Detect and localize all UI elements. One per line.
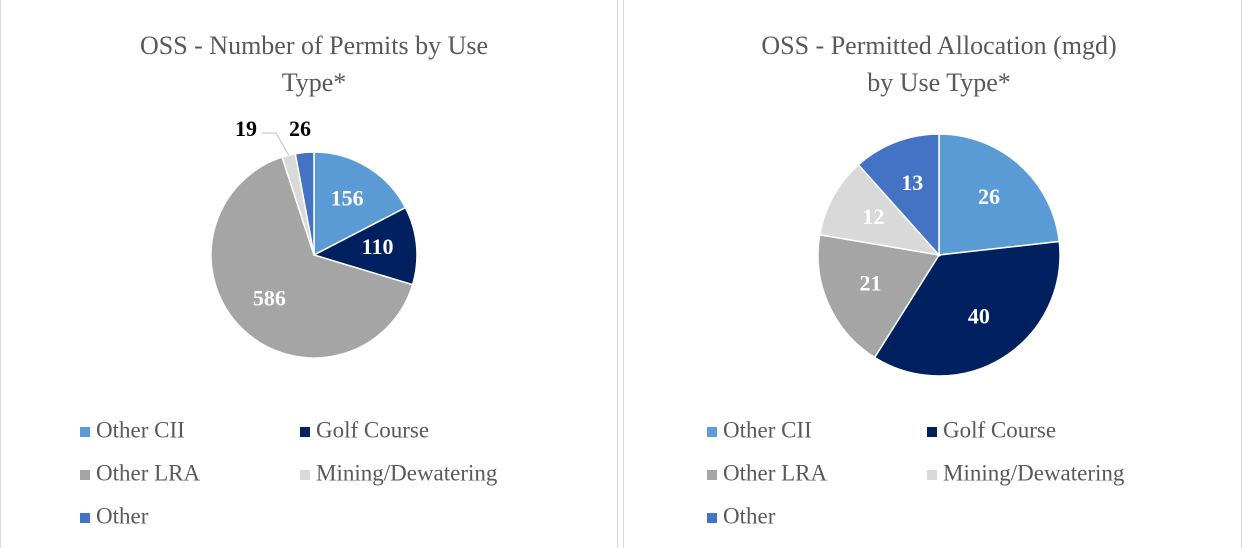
chart-title: OSS - Permitted Allocation (mgd)	[761, 31, 1116, 60]
legend-swatch	[707, 427, 717, 437]
legend-swatch	[927, 470, 937, 480]
chart-title: OSS - Number of Permits by Use	[140, 31, 488, 60]
pie-slice	[817, 233, 941, 359]
legend-swatch	[300, 427, 310, 437]
leader-line	[262, 132, 290, 156]
legend-swatch	[80, 427, 90, 437]
legend-label: Other	[723, 503, 776, 528]
legend-swatch	[707, 513, 717, 523]
legend-label: Golf Course	[943, 417, 1056, 442]
legend-swatch	[300, 470, 310, 480]
legend-label: Other LRA	[723, 460, 828, 485]
data-label: 21	[860, 271, 882, 296]
legend-swatch	[80, 470, 90, 480]
chart-title: by Use Type*	[867, 68, 1011, 97]
pie-slice	[312, 206, 418, 286]
legend-label: Golf Course	[316, 417, 429, 442]
data-label: 40	[968, 304, 990, 329]
pie-slice	[873, 240, 1061, 377]
data-label: 586	[253, 286, 286, 311]
legend-label: Mining/Dewatering	[316, 460, 498, 485]
legend-label: Other LRA	[96, 460, 201, 485]
data-label: 13	[901, 170, 923, 195]
chart-title: Type*	[282, 68, 347, 97]
legend-swatch	[707, 470, 717, 480]
legend-label: Mining/Dewatering	[943, 460, 1125, 485]
pie-slice	[857, 133, 940, 257]
pie-slice	[294, 151, 315, 256]
data-label: 12	[862, 204, 884, 229]
legend-label: Other CII	[723, 417, 812, 442]
data-label: 156	[331, 185, 364, 210]
pie-slice	[938, 133, 1061, 256]
data-label: 26	[978, 184, 1000, 209]
legend-label: Other	[96, 503, 149, 528]
pie-slice	[210, 156, 414, 359]
pie-slice	[818, 163, 941, 257]
legend-label: Other CII	[96, 417, 185, 442]
data-label: 26	[289, 116, 311, 141]
data-label: 110	[362, 234, 394, 259]
legend-swatch	[80, 513, 90, 523]
data-label: 19	[235, 116, 257, 141]
pie-slice	[313, 151, 407, 257]
legend-swatch	[927, 427, 937, 437]
